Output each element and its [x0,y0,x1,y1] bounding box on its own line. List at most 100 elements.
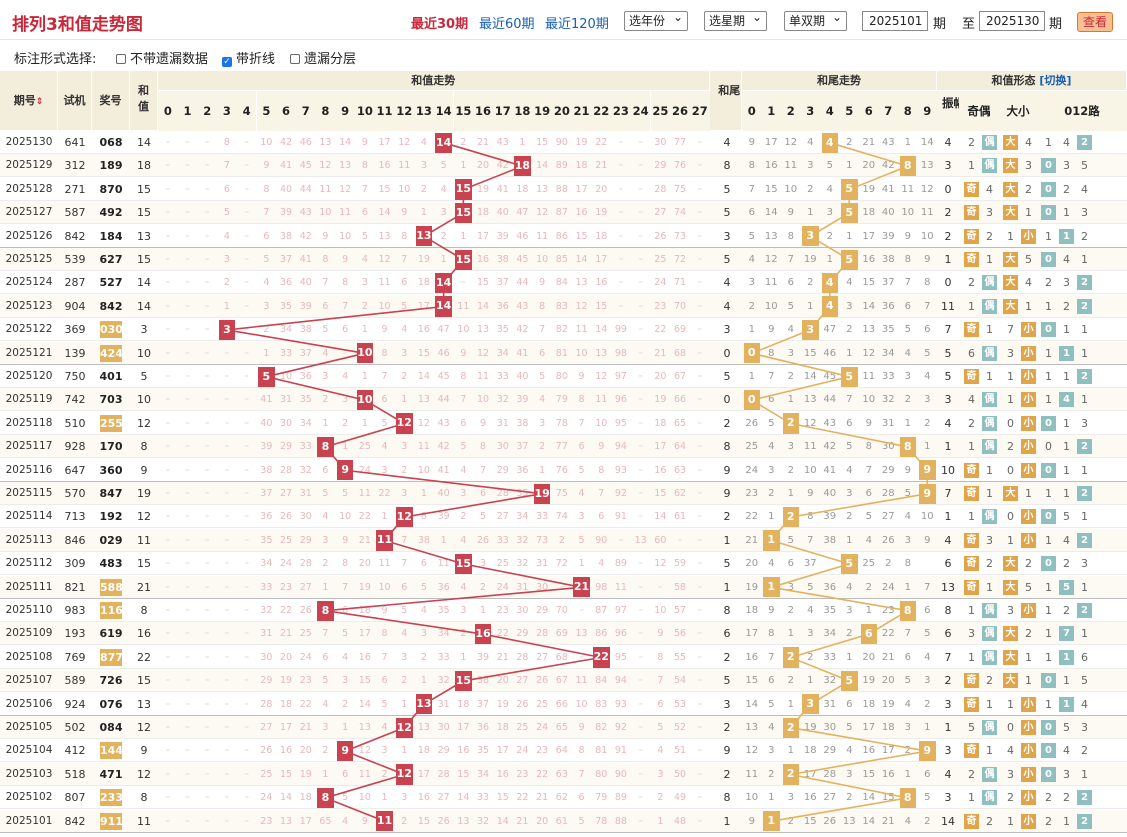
sum-miss-placeholder: ━ [244,794,249,802]
sum-ball: 12 [395,413,413,434]
tail-cell: 4 [723,136,731,149]
switch-link[interactable]: [切换] [1039,74,1072,87]
tail-cell: 2 [723,721,731,734]
sum-miss-value: 5 [342,488,349,499]
road-miss: 1 [1063,674,1070,688]
sum-miss-placeholder: ━ [619,256,623,263]
sum-miss-value: 7 [263,207,270,219]
sum-miss-value: 38 [260,464,273,476]
sum-miss-placeholder: ━ [244,466,249,474]
sum-miss-value: 3 [342,394,349,406]
road-tag: 0 [1041,158,1056,174]
sum-miss-placeholder: ━ [638,419,643,427]
road-miss: 1 [1081,627,1088,641]
sum-miss-value: 19 [575,137,588,148]
tail-miss-value: 27 [823,792,837,804]
tail-miss-value: 5 [904,324,911,336]
sort-arrow-icon[interactable]: ⇕ [35,97,44,107]
sum-ball: 8 [317,600,334,621]
tail-ball: 3 [802,226,819,247]
tail-cell: 1 [723,814,731,828]
big-tag: 大 [1003,205,1018,221]
sum-ball: 15 [455,179,472,200]
tail-miss-value: 2 [787,605,794,616]
sum-miss-value: 24 [516,745,529,757]
tail-miss-value: 1 [846,160,853,172]
period-120-link[interactable]: 最近120期 [545,17,609,32]
sum-miss-value: 15 [417,347,430,359]
sum-miss-value: 36 [437,581,450,593]
road-miss: 1 [1045,299,1052,313]
sum-miss-value: 33 [476,792,490,804]
sum-col-4: 4 [236,91,257,131]
sum-miss-value: 1 [361,417,368,429]
sum-miss-value: 14 [417,371,430,382]
tail-miss-value: 6 [846,417,853,429]
oddeven-miss: 2 [968,767,975,781]
option-polyline-checkbox[interactable]: ✓ 带折线 [222,48,275,67]
sum-miss-value: 9 [539,277,546,289]
tail-miss-value: 34 [823,628,837,640]
tail-miss-value: 2 [807,183,814,195]
sum-miss-value: 3 [381,745,388,757]
amp-cell: 3 [944,744,952,758]
sum-miss-placeholder: ━ [244,373,249,380]
sum-miss-placeholder: ━ [244,817,249,825]
sum-miss-value: 47 [516,207,529,219]
tail-miss-value: 10 [920,230,934,242]
sum-miss-value: 11 [457,300,470,312]
small-tag: 小 [1021,696,1036,712]
sum-miss-value: 15 [595,300,608,312]
trial-cell: 769 [64,650,86,664]
sum-miss-value: 11 [358,768,371,780]
sum-miss-value: 3 [401,651,408,663]
big-tag: 大 [1003,135,1018,150]
period-30-link[interactable]: 最近30期 [411,17,469,32]
option-no-miss-checkbox[interactable]: 不带遗漏数据 [116,48,208,67]
prize-number: 870 [99,182,123,196]
tail-miss-value: 18 [862,698,876,710]
oddeven-miss: 2 [968,276,975,290]
sum-miss-value: 27 [496,511,509,523]
sum-miss-value: 77 [673,137,687,148]
view-button[interactable]: 查看 [1077,12,1113,32]
bigsmall-miss: 5 [1025,580,1032,594]
sum-col-13: 13 [414,91,434,131]
small-tag: 小 [1021,228,1036,244]
sum-miss-value: 57 [673,605,687,616]
option-layer-checkbox[interactable]: 遗漏分层 [290,48,356,67]
year-select[interactable]: 选年份 [624,9,688,31]
sum-miss-value: 6 [539,347,546,359]
to-period-input[interactable]: 2025130 [979,11,1045,31]
sum-miss-value: 3 [322,534,329,546]
tail-miss-value: 26 [745,417,759,429]
period-60-link[interactable]: 最近60期 [479,17,535,32]
road-tag: 0 [1041,766,1056,782]
tail-miss-value: 13 [745,722,759,733]
sum-miss-value: 11 [575,675,588,687]
tail-miss-value: 11 [920,207,934,219]
road-miss: 1 [1063,416,1070,430]
sum-miss-value: 70 [555,605,568,616]
sum-miss-value: 76 [555,464,568,476]
sum-ball: 8 [317,436,334,458]
period-header[interactable]: 期号⇕ [0,71,58,131]
tail-ball: 2 [782,717,799,738]
tail-miss-value: 1 [768,511,775,523]
weekday-select[interactable]: 选星期 [704,9,767,31]
sum-miss-value: 37 [496,277,509,289]
sum-miss-value: 12 [378,254,391,265]
tail-miss-value: 1 [768,792,775,804]
bigsmall-miss: 2 [1007,791,1014,805]
sum-miss-value: 10 [378,300,391,312]
parity-select[interactable]: 单双期 [784,9,847,31]
from-period-input[interactable]: 2025101 [862,11,928,31]
sum-miss-value: 15 [358,675,371,687]
sum-miss-value: 18 [575,160,588,172]
amp-cell: 8 [944,604,952,617]
sum-miss-value: 32 [516,558,529,570]
tail-miss-value: 33 [881,371,895,382]
tail-miss-value: 31 [881,417,895,429]
sum-miss-value: 4 [361,254,368,265]
tail-miss-value: 30 [823,722,837,733]
